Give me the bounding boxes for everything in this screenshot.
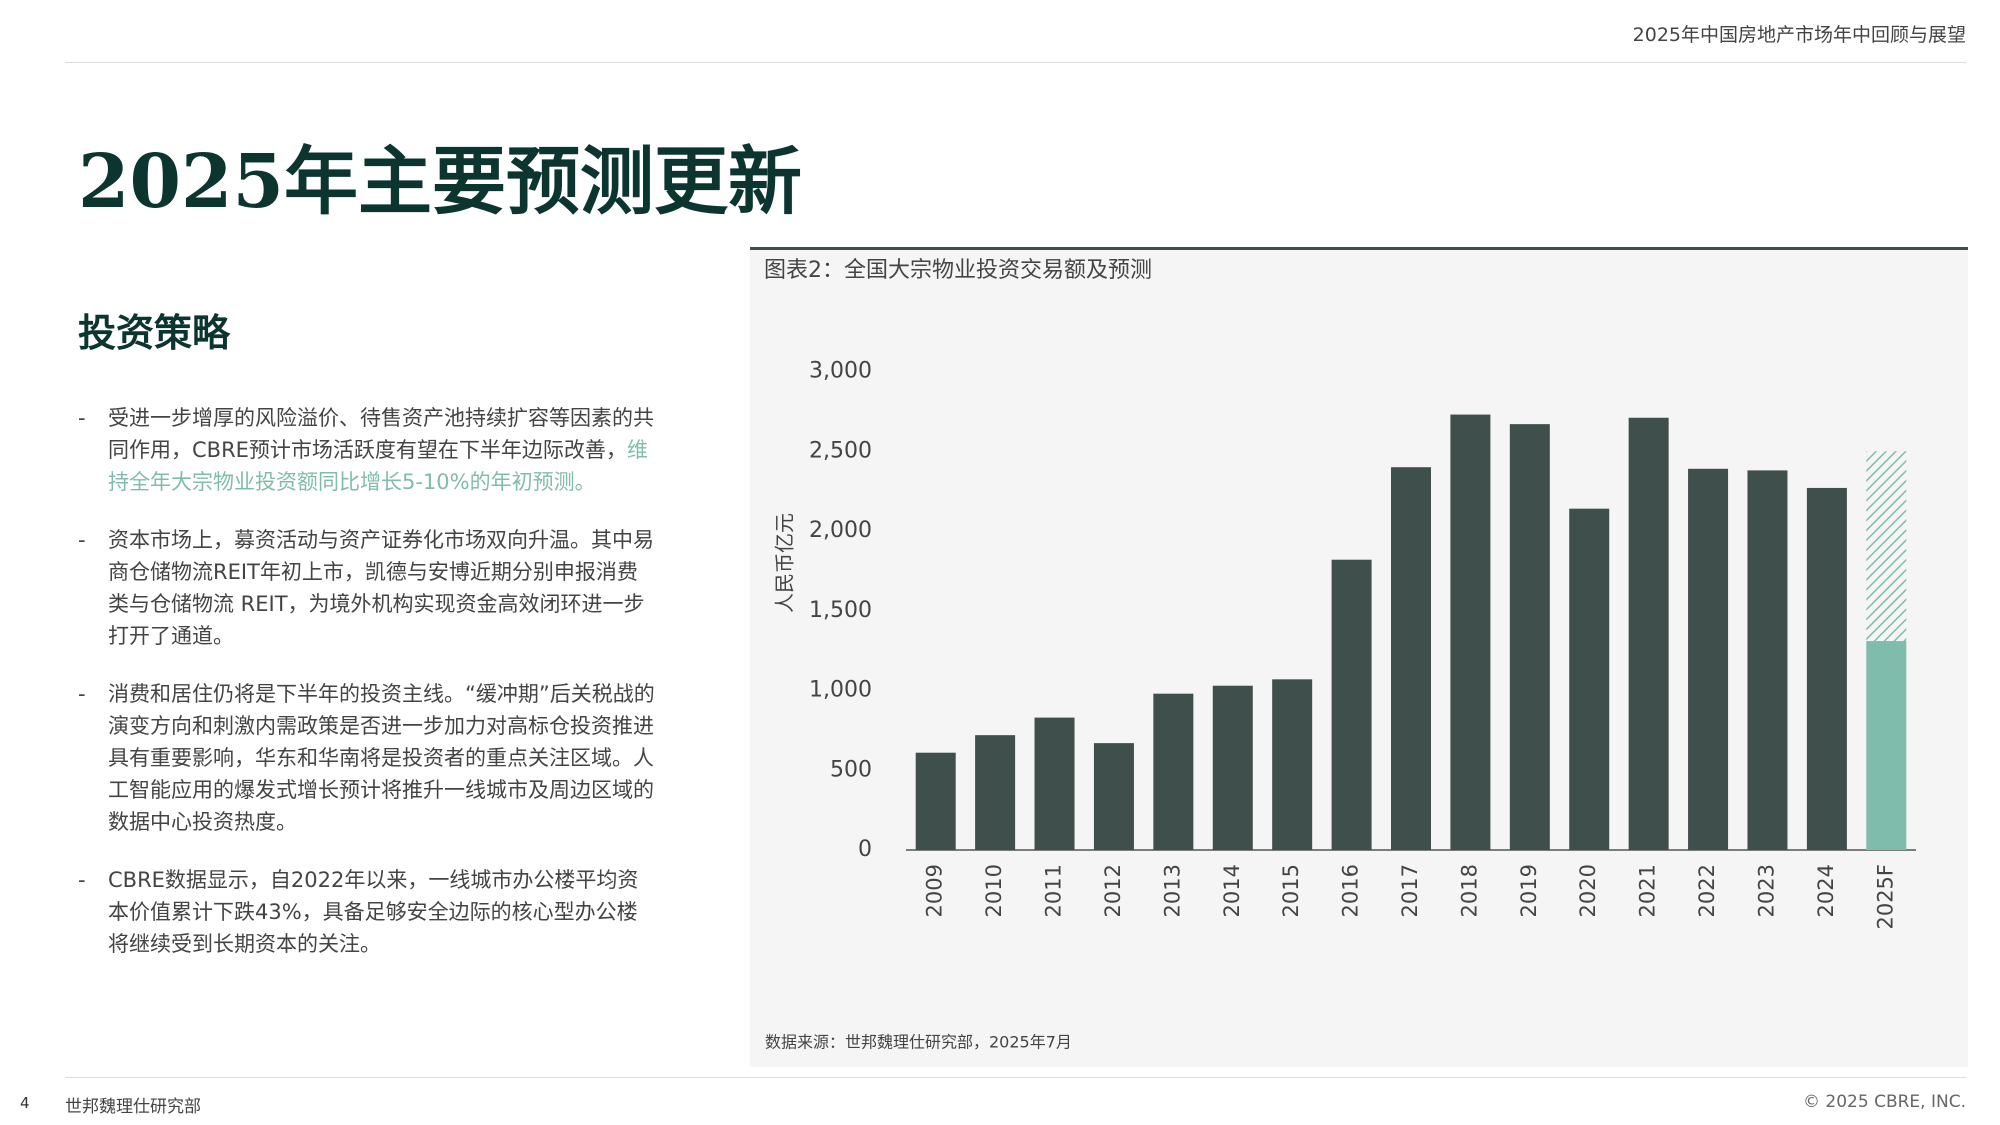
chart-title: 图表2：全国大宗物业投资交易额及预测: [764, 258, 1152, 283]
x-tick-label: 2025F: [1873, 864, 1897, 930]
x-tick-label: 2013: [1160, 864, 1184, 917]
bar: [1806, 487, 1847, 850]
page-number: 4: [20, 1094, 30, 1112]
y-tick-label: 1,500: [809, 598, 872, 623]
report-name: 2025年中国房地产市场年中回顾与展望: [1632, 24, 1966, 46]
copyright: © 2025 CBRE, INC.: [1803, 1092, 1966, 1112]
bar: [1093, 743, 1134, 850]
bar: [1272, 679, 1313, 850]
bar: [1450, 414, 1491, 850]
y-tick-label: 3,000: [809, 359, 872, 384]
bar: [1866, 641, 1907, 850]
y-tick-label: 1,000: [809, 678, 872, 703]
footer-rule: [65, 1077, 1966, 1078]
bar: [1688, 468, 1729, 850]
x-tick-label: 2010: [982, 864, 1006, 917]
header-rule: [65, 62, 1966, 63]
bar: [1509, 424, 1550, 850]
bar: [1569, 508, 1610, 850]
bullet: 消费和居住仍将是下半年的投资主线。“缓冲期”后关税战的演变方向和刺激内需政策是否…: [78, 678, 658, 838]
page-title: 2025年主要预测更新: [78, 139, 802, 225]
x-tick-label: 2020: [1576, 864, 1600, 917]
section-title: 投资策略: [78, 310, 231, 355]
x-tick-label: 2022: [1695, 864, 1719, 917]
y-tick-label: 2,500: [809, 438, 872, 463]
y-axis-label: 人民币亿元: [773, 513, 797, 613]
y-tick-label: 500: [830, 757, 872, 782]
x-tick-label: 2009: [923, 864, 947, 917]
source-note: 数据来源：世邦魏理仕研究部，2025年7月: [765, 1033, 1072, 1052]
bar: [1628, 417, 1669, 850]
bar: [1034, 717, 1075, 850]
x-tick-label: 2016: [1339, 864, 1363, 917]
bar: [1153, 693, 1194, 850]
bullet-text: 消费和居住仍将是下半年的投资主线。“缓冲期”后关税战的演变方向和刺激内需政策是否…: [108, 682, 655, 834]
bullet-text: 资本市场上，募资活动与资产证券化市场双向升温。其中易商仓储物流REIT年初上市，…: [108, 528, 654, 648]
x-tick-label: 2017: [1398, 864, 1422, 917]
y-tick-label: 0: [858, 837, 872, 862]
bullet-list: 受进一步增厚的风险溢价、待售资产池持续扩容等因素的共同作用，CBRE预计市场活跃…: [78, 402, 658, 986]
x-tick-label: 2019: [1517, 864, 1541, 917]
x-tick-label: 2015: [1279, 864, 1303, 917]
x-tick-label: 2011: [1042, 864, 1066, 917]
footer-org: 世邦魏理仕研究部: [65, 1097, 201, 1117]
bullet-text: CBRE数据显示，自2022年以来，一线城市办公楼平均资本价值累计下跌43%，具…: [108, 868, 639, 956]
x-tick-label: 2018: [1457, 864, 1481, 917]
bar: [1747, 470, 1788, 850]
bullet-text: 受进一步增厚的风险溢价、待售资产池持续扩容等因素的共同作用，CBRE预计市场活跃…: [108, 406, 654, 462]
x-tick-label: 2021: [1636, 864, 1660, 917]
bar: [1866, 451, 1907, 642]
bar: [1331, 559, 1372, 850]
x-tick-label: 2024: [1814, 864, 1838, 917]
bar: [915, 752, 956, 850]
bullet-highlight: 维持全年大宗物业投资额同比增长5-10%的年初预测。: [108, 438, 648, 494]
bar: [1212, 685, 1253, 850]
x-tick-label: 2023: [1754, 864, 1778, 917]
y-tick-label: 2,000: [809, 518, 872, 543]
bar: [1391, 467, 1431, 850]
x-tick-label: 2014: [1220, 864, 1244, 917]
bullet: 受进一步增厚的风险溢价、待售资产池持续扩容等因素的共同作用，CBRE预计市场活跃…: [78, 402, 658, 498]
bar: [975, 735, 1016, 850]
bullet: CBRE数据显示，自2022年以来，一线城市办公楼平均资本价值累计下跌43%，具…: [78, 864, 658, 960]
bullet: 资本市场上，募资活动与资产证券化市场双向升温。其中易商仓储物流REIT年初上市，…: [78, 524, 658, 652]
x-tick-label: 2012: [1101, 864, 1125, 917]
